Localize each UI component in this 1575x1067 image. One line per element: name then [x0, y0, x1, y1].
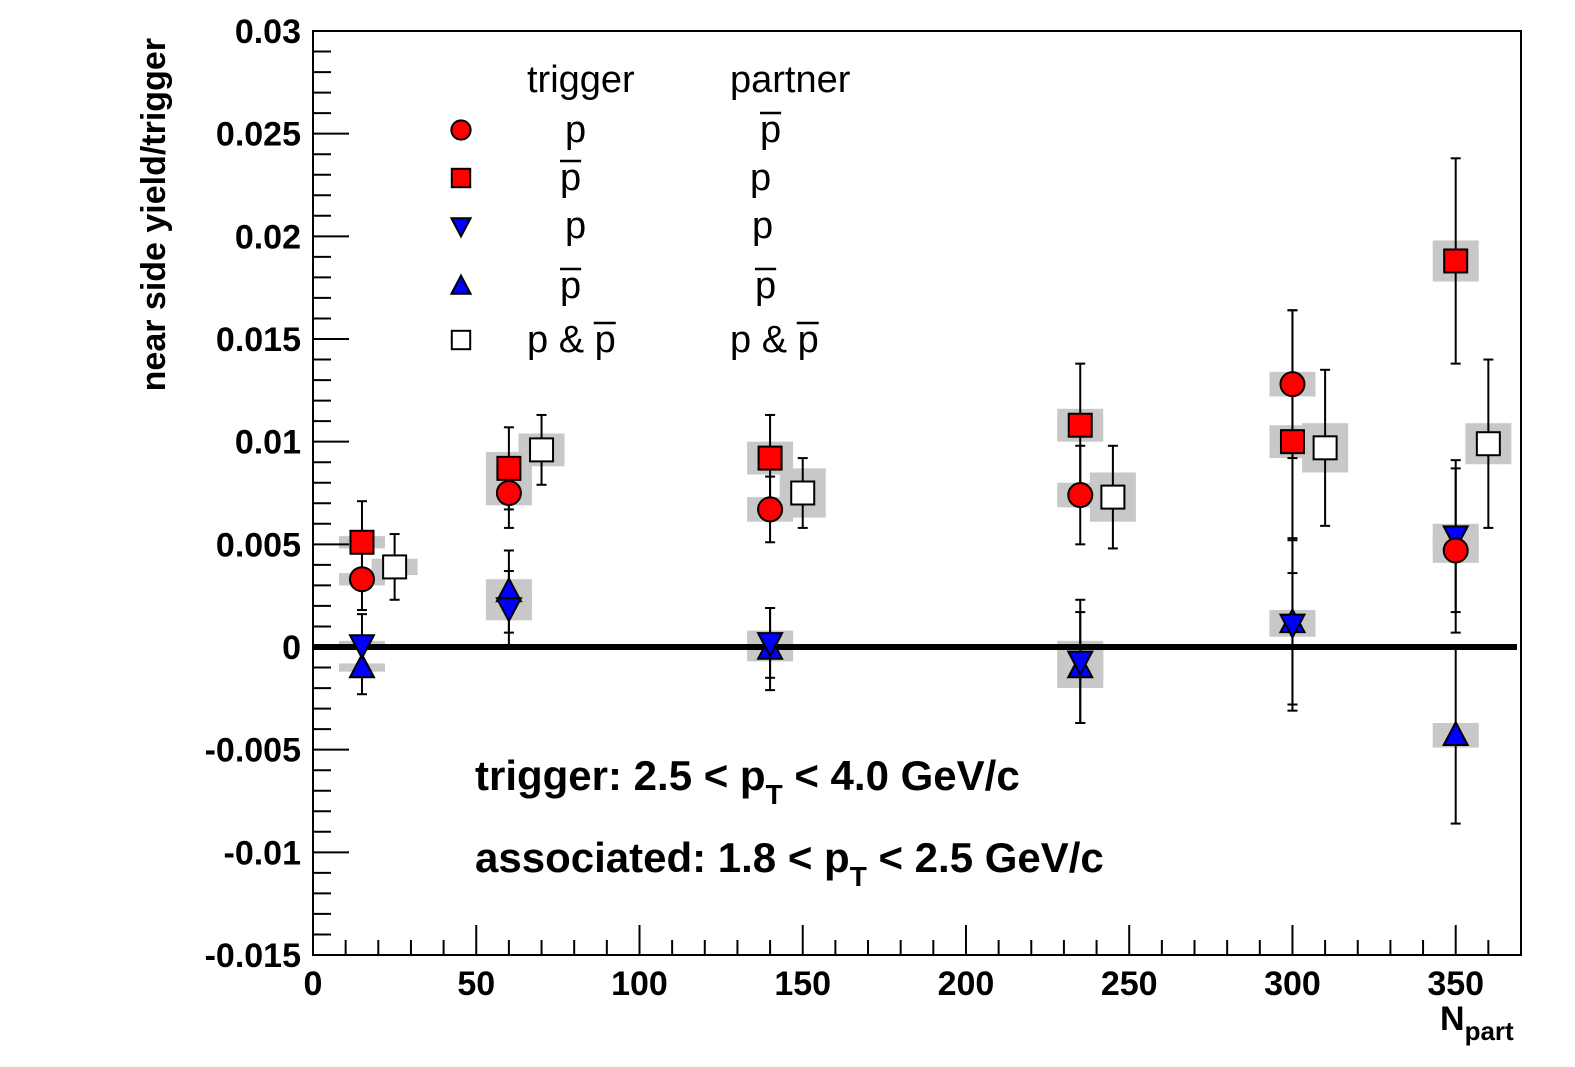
- legend-partner-label: p & p: [730, 319, 819, 361]
- x-axis-title: Npart: [1440, 1000, 1514, 1046]
- legend-marker-p-p: [449, 217, 473, 239]
- axis-ticks: [312, 30, 1522, 956]
- x-axis-title-sub: part: [1465, 1016, 1514, 1046]
- x-tick-label: 300: [1264, 965, 1321, 1003]
- axis-tick-labels: 0 50 100 150 200 250 300 350 -0.015 -0.01 -0.005 0 0…: [205, 13, 1484, 1003]
- x-tick-label: 50: [457, 965, 495, 1003]
- legend-trigger-label: p: [560, 157, 581, 199]
- marker-p&pbar-p&pbar: [1100, 484, 1126, 510]
- associated-cut-annotation: associated: 1.8 < pT < 2.5 GeV/c: [475, 834, 1104, 892]
- plot-frame: [312, 30, 1522, 956]
- legend-partner-label: p: [755, 265, 776, 307]
- marker-p-p: [756, 632, 784, 659]
- y-tick-label: 0: [282, 629, 301, 667]
- legend-trigger-label: p: [560, 265, 581, 307]
- y-tick-label: -0.01: [224, 834, 302, 872]
- legend-partner-label: p: [752, 205, 773, 247]
- associated-cut-suffix: < 2.5 GeV/c: [867, 834, 1104, 881]
- associated-cut-sub: T: [850, 861, 867, 892]
- marker-p-p: [1066, 650, 1094, 677]
- legend-header-partner: partner: [730, 59, 851, 101]
- legend-trigger-label: p & p: [527, 319, 616, 361]
- marker-p&pbar-p&pbar: [1475, 431, 1501, 457]
- y-tick-label: 0.02: [235, 218, 301, 256]
- data-markers: [348, 248, 1501, 747]
- x-tick-label: 100: [611, 965, 668, 1003]
- marker-pbar-p: [349, 529, 375, 555]
- legend-header-trigger: trigger: [527, 59, 635, 101]
- marker-p-pbar: [495, 480, 522, 506]
- marker-pbar-p: [1443, 248, 1469, 274]
- trigger-cut-annotation: trigger: 2.5 < pT < 4.0 GeV/c: [475, 752, 1020, 810]
- marker-p-pbar: [348, 566, 375, 593]
- marker-p-p: [495, 597, 523, 624]
- marker-p-p: [348, 634, 376, 661]
- trigger-cut-prefix: trigger: 2.5 < p: [475, 752, 766, 799]
- y-axis-title: near side yield/trigger: [135, 38, 173, 391]
- marker-p-pbar: [1067, 482, 1094, 509]
- marker-p&pbar-p&pbar: [1312, 435, 1338, 461]
- y-tick-label: 0.005: [216, 526, 301, 564]
- associated-cut-prefix: associated: 1.8 < p: [475, 834, 850, 881]
- marker-pbar-pbar: [348, 652, 376, 679]
- annotations: trigger: 2.5 < pT < 4.0 GeV/c associated…: [475, 752, 1104, 892]
- legend-marker-pbar-pbar: [449, 273, 473, 295]
- marker-p-p: [1278, 613, 1307, 640]
- legend-trigger-label: p: [565, 205, 586, 247]
- x-tick-label: 350: [1427, 965, 1484, 1003]
- legend-partner-label: p: [750, 157, 771, 199]
- y-tick-label: 0.025: [216, 116, 301, 154]
- marker-p&pbar-p&pbar: [529, 437, 555, 463]
- x-tick-label: 0: [304, 965, 323, 1003]
- x-tick-label: 200: [938, 965, 995, 1003]
- x-tick-label: 150: [774, 965, 831, 1003]
- marker-pbar-p: [1067, 412, 1093, 438]
- y-tick-label: 0.03: [235, 13, 301, 51]
- marker-p&pbar-p&pbar: [382, 554, 408, 580]
- marker-pbar-p: [1279, 429, 1305, 455]
- legend-trigger-label: p: [565, 109, 586, 151]
- x-tick-label: 250: [1101, 965, 1158, 1003]
- y-tick-label: -0.005: [205, 732, 301, 770]
- marker-p-pbar: [757, 496, 784, 523]
- x-axis-title-main: N: [1440, 1000, 1465, 1038]
- legend-marker-p&pbar-p&pbar: [450, 329, 472, 351]
- legend-marker-p-pbar: [450, 119, 472, 141]
- marker-pbar-pbar: [1442, 720, 1470, 747]
- trigger-cut-sub: T: [766, 779, 783, 810]
- y-tick-label: -0.015: [205, 937, 301, 975]
- legend-partner-label: p: [760, 109, 781, 151]
- marker-p-pbar: [1279, 371, 1306, 398]
- marker-p&pbar-p&pbar: [790, 480, 816, 506]
- marker-p-pbar: [1442, 537, 1469, 564]
- legend-marker-pbar-p: [450, 167, 472, 189]
- y-tick-label: 0.015: [216, 321, 301, 359]
- trigger-cut-suffix: < 4.0 GeV/c: [783, 752, 1020, 799]
- marker-pbar-p: [496, 455, 522, 481]
- marker-pbar-p: [757, 445, 783, 471]
- y-tick-label: 0.01: [235, 424, 301, 462]
